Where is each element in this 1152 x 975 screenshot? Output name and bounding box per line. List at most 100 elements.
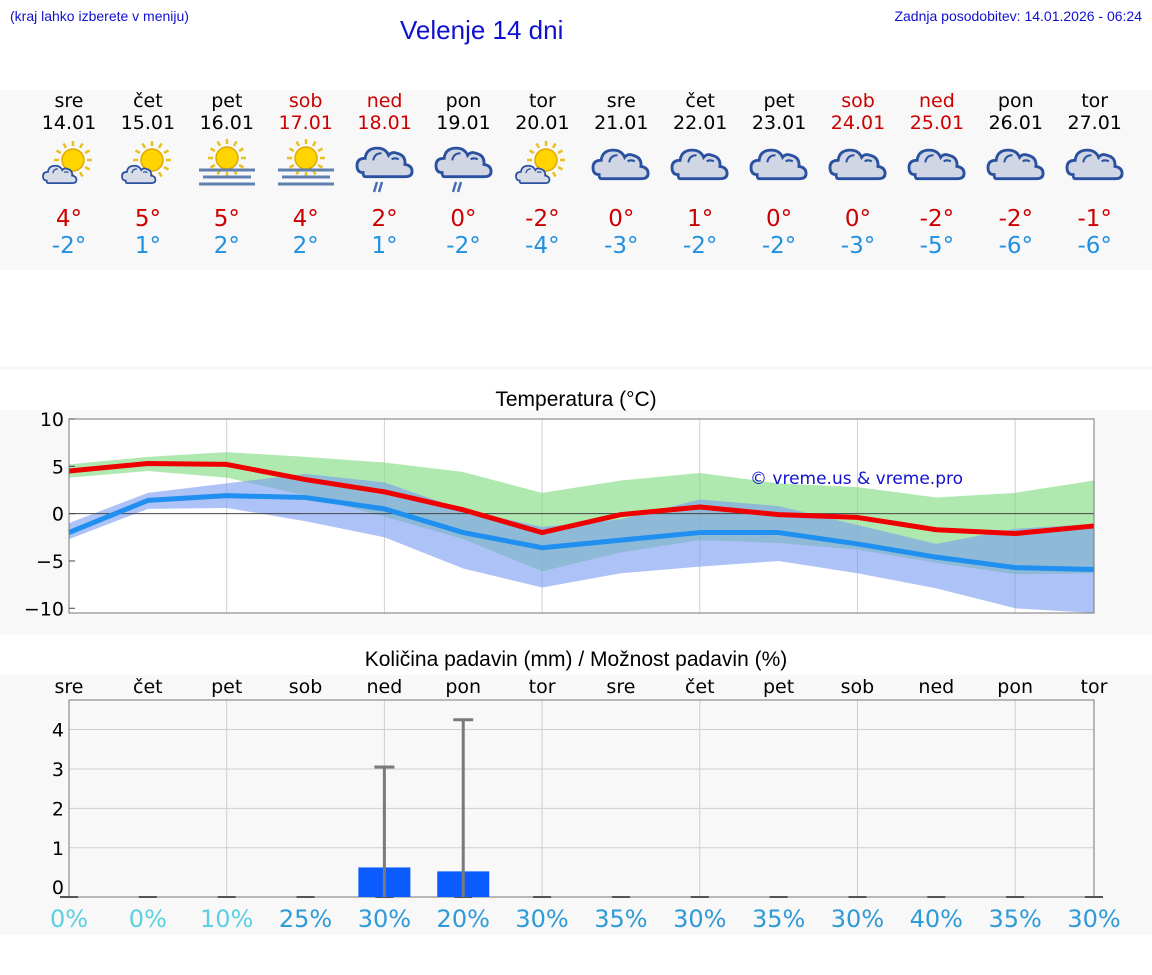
day-column: ned 18.01 2° 1° [340, 90, 430, 260]
overcast-icon [591, 148, 650, 181]
last-updated: Zadnja posodobitev: 14.01.2026 - 06:24 [894, 8, 1142, 24]
precip-probability: 40% [910, 905, 963, 933]
precip-probability: 25% [279, 905, 332, 933]
day-weekday: tor [1081, 90, 1109, 112]
precip-probability: 0% [50, 905, 88, 933]
day-date: 26.01 [988, 112, 1043, 134]
day-column: sob 17.01 4° 2° [261, 90, 351, 260]
precip-ytick-label: 3 [52, 759, 64, 781]
day-column: pon 19.01 0° -2° [419, 90, 509, 260]
precip-probability: 30% [831, 905, 884, 933]
day-date: 17.01 [278, 112, 333, 134]
day-date: 16.01 [199, 112, 254, 134]
day-tmin: -4° [525, 233, 560, 259]
day-tmax: 4° [292, 206, 319, 232]
day-tmax: 0° [608, 206, 635, 232]
overcast-icon [828, 148, 887, 181]
day-column: pet 16.01 5° 2° [182, 90, 272, 260]
divider [0, 366, 1152, 370]
precip-plot-border [68, 699, 1095, 898]
cloud-rain-icon [434, 146, 493, 193]
day-weekday: sob [841, 90, 875, 112]
temp-ytick-label: 0 [52, 504, 64, 526]
precip-ytick-label: 4 [52, 720, 64, 742]
day-tmax: 5° [213, 206, 240, 232]
day-tmin: -5° [919, 233, 955, 259]
day-tmax: 0° [766, 206, 793, 232]
day-weekday: pon [445, 90, 482, 112]
day-tmin: -6° [998, 233, 1034, 259]
day-weekday: pet [211, 90, 243, 112]
day-tmin: -2° [761, 233, 797, 259]
day-column: pet 23.01 0° -2° [734, 90, 824, 260]
day-weekday: sob [288, 90, 323, 112]
day-weekday: ned [918, 90, 955, 112]
precip-day-label: čet [133, 676, 163, 698]
day-date: 20.01 [515, 112, 570, 134]
precip-probability: 35% [594, 905, 647, 933]
precip-probability: 30% [358, 905, 411, 933]
day-weekday: pet [763, 90, 795, 112]
day-column: sob 24.01 0° -3° [813, 90, 903, 260]
precip-day-label: tor [529, 676, 556, 698]
sun-cloud-icon [121, 141, 171, 184]
precip-day-label: sob [289, 676, 323, 698]
day-column: tor 20.01 -2° -4° [497, 90, 587, 260]
precip-plot-area [69, 700, 1094, 897]
precip-day-label: pon [445, 676, 481, 698]
day-column: ned 25.01 -2° -5° [892, 90, 982, 260]
precip-probability: 35% [752, 905, 805, 933]
precip-day-label: pet [211, 676, 242, 698]
precip-ytick-label: 0 [52, 877, 64, 899]
precip-day-label: sre [606, 676, 635, 698]
day-date: 19.01 [436, 112, 491, 134]
overcast-icon [670, 148, 729, 181]
day-column: sre 14.01 4° -2° [24, 90, 114, 260]
day-weekday: čet [685, 90, 715, 112]
location-hint: (kraj lahko izberete v meniju) [10, 8, 189, 24]
day-tmax: 2° [371, 206, 398, 232]
day-date: 27.01 [1067, 112, 1122, 134]
precip-day-label: čet [685, 676, 715, 698]
day-column: čet 22.01 1° -2° [655, 90, 745, 260]
sun-fog-icon [277, 139, 334, 186]
temp-line-min [68, 493, 1095, 572]
day-tmin: -6° [1077, 233, 1112, 259]
temp-ytick-label: 10 [40, 409, 64, 431]
temp-line-max [68, 460, 1095, 537]
temp-ytick-label: 5 [52, 456, 64, 478]
temperature-chart-title: Temperatura (°C) [495, 388, 657, 411]
day-date: 18.01 [357, 112, 412, 134]
precip-day-label: sob [841, 676, 875, 698]
overcast-icon [986, 148, 1045, 181]
day-weekday: tor [528, 90, 556, 112]
day-tmin: 2° [292, 233, 319, 259]
page-title: Velenje 14 dni [400, 15, 564, 45]
day-column: pon 26.01 -2° -6° [971, 90, 1061, 260]
sun-cloud-icon [515, 141, 566, 184]
day-date: 14.01 [41, 112, 97, 134]
precip-probability: 30% [1067, 905, 1120, 933]
precip-probability: 0% [129, 905, 167, 933]
temp-plot-border [68, 418, 1095, 614]
day-tmax: 4° [55, 206, 83, 232]
precip-probability: 35% [988, 905, 1041, 933]
day-tmin: 1° [134, 233, 161, 259]
day-tmin: -2° [682, 233, 718, 259]
day-tmax: 0° [450, 206, 477, 232]
temp-ytick-label: −10 [24, 598, 64, 620]
day-date: 21.01 [594, 112, 649, 134]
precip-day-label: ned [366, 676, 402, 698]
day-column: sre 21.01 0° -3° [576, 90, 666, 260]
temp-ytick-label: −5 [36, 551, 64, 573]
day-tmin: -3° [840, 233, 876, 259]
day-tmax: 5° [134, 206, 161, 232]
day-date: 23.01 [751, 112, 807, 134]
day-weekday: čet [133, 90, 163, 112]
day-tmax: 1° [687, 206, 714, 232]
day-tmax: -2° [919, 206, 955, 232]
day-tmin: 1° [371, 233, 398, 259]
cloud-rain-icon [355, 146, 414, 193]
precip-day-label: pet [763, 676, 794, 698]
